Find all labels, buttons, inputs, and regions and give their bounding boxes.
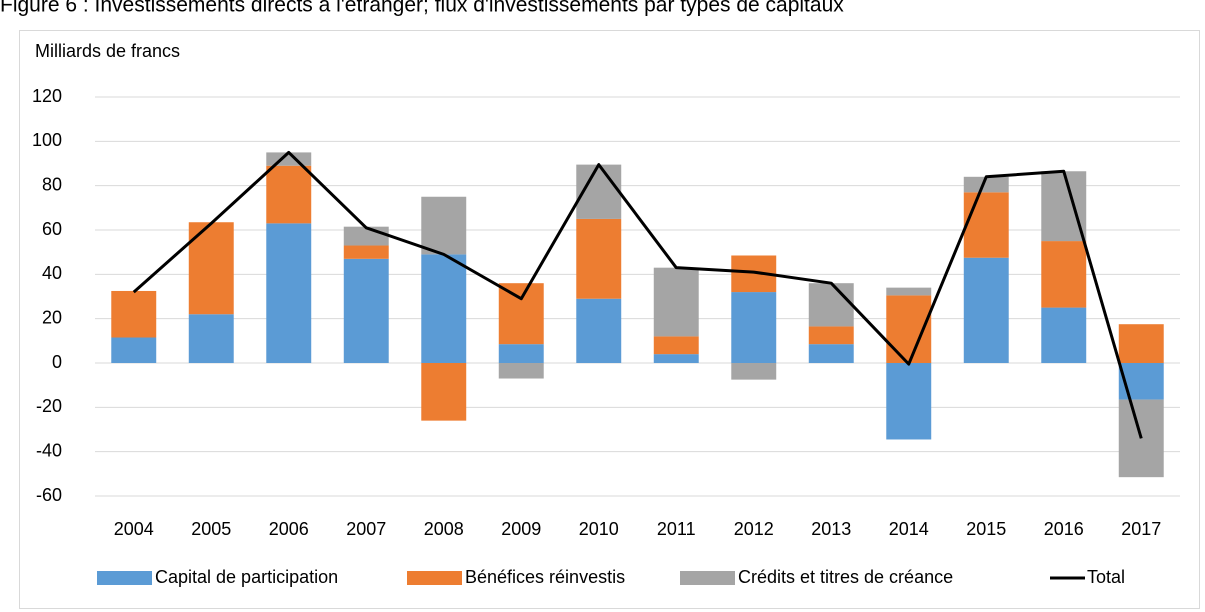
x-tick-label: 2009 xyxy=(501,519,541,539)
bar xyxy=(111,337,157,363)
bar xyxy=(576,298,622,363)
bar xyxy=(266,165,312,224)
bar xyxy=(1118,324,1164,363)
bar xyxy=(188,314,234,363)
y-tick-label: -40 xyxy=(36,440,62,460)
legend-label: Crédits et titres de créance xyxy=(738,567,953,587)
legend-swatch xyxy=(680,571,735,585)
line xyxy=(132,150,1143,439)
bar xyxy=(421,196,467,255)
legend-label: Bénéfices réinvestis xyxy=(465,567,625,587)
x-tick-label: 2017 xyxy=(1121,519,1161,539)
bar xyxy=(498,344,544,363)
legend-label: Capital de participation xyxy=(155,567,338,587)
bar xyxy=(576,218,622,299)
y-tick-label: 100 xyxy=(32,130,62,150)
y-tick-label: 20 xyxy=(42,307,62,327)
x-tick-label: 2010 xyxy=(579,519,619,539)
x-tick-label: 2007 xyxy=(346,519,386,539)
y-tick-label: 60 xyxy=(42,219,62,239)
bar xyxy=(963,192,1009,258)
bar xyxy=(498,363,544,379)
x-tick-label: 2011 xyxy=(657,519,696,539)
bar xyxy=(266,223,312,363)
x-tick-label: 2006 xyxy=(269,519,309,539)
legend-label: Total xyxy=(1087,567,1125,587)
bar xyxy=(1041,307,1087,363)
bar xyxy=(1118,399,1164,478)
bar xyxy=(1041,241,1087,308)
bar xyxy=(1118,363,1164,400)
bar xyxy=(343,258,389,363)
x-tick-label: 2004 xyxy=(114,519,154,539)
bar xyxy=(343,226,389,246)
x-tick-label: 2015 xyxy=(966,519,1006,539)
y-tick-label: 40 xyxy=(42,263,62,283)
x-tick-label: 2012 xyxy=(734,519,774,539)
x-tick-label: 2005 xyxy=(191,519,231,539)
legend-swatch xyxy=(407,571,462,585)
bar xyxy=(963,176,1009,193)
y-axis-label: Milliards de francs xyxy=(35,41,180,61)
bar xyxy=(111,290,157,338)
bar xyxy=(653,336,699,355)
bar xyxy=(1041,171,1087,242)
bar xyxy=(343,245,389,259)
y-tick-label: -20 xyxy=(36,396,62,416)
chart-title: Figure 6 : Investissements directs à l'é… xyxy=(0,0,844,17)
bar xyxy=(653,267,699,337)
legend-swatch xyxy=(97,571,152,585)
bar xyxy=(731,292,777,363)
y-tick-label: 0 xyxy=(52,352,62,372)
chart-border xyxy=(19,30,1200,609)
bar xyxy=(886,363,932,440)
bar xyxy=(808,283,854,327)
bar xyxy=(963,257,1009,363)
bar xyxy=(421,254,467,363)
bar xyxy=(421,363,467,421)
bar xyxy=(808,326,854,345)
x-tick-label: 2008 xyxy=(424,519,464,539)
bar xyxy=(808,344,854,363)
bar xyxy=(731,363,777,380)
y-tick-label: -60 xyxy=(36,485,62,505)
bar xyxy=(498,283,544,345)
bar xyxy=(886,287,932,296)
x-tick-label: 2014 xyxy=(889,519,929,539)
x-tick-label: 2016 xyxy=(1044,519,1084,539)
x-tick-label: 2013 xyxy=(811,519,851,539)
y-tick-label: 120 xyxy=(32,86,62,106)
y-tick-label: 80 xyxy=(42,174,62,194)
bar xyxy=(653,354,699,363)
